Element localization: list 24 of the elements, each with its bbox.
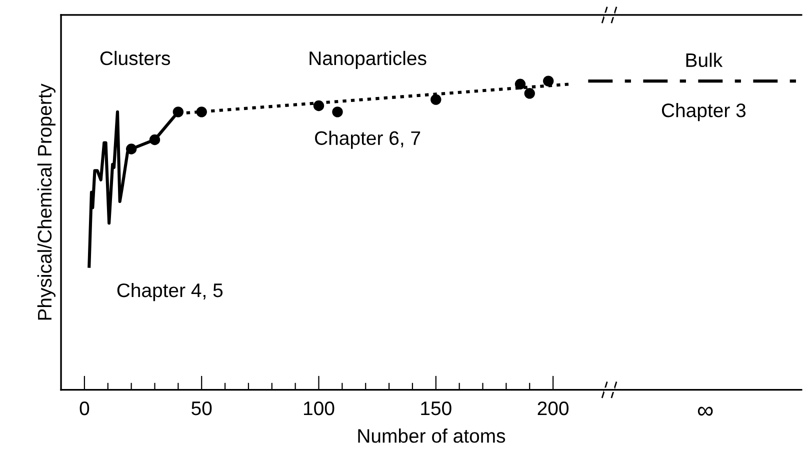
- point: [149, 134, 160, 146]
- point: [430, 94, 442, 105]
- x-tick-label: 200: [538, 401, 569, 416]
- point: [524, 88, 535, 99]
- point: [196, 106, 207, 118]
- text: Bulk: [686, 52, 723, 68]
- annotation: Chapter 4, 5: [117, 282, 223, 302]
- annotation: Chapter 3: [662, 103, 746, 122]
- x-tick-label: 50: [192, 401, 212, 416]
- x-tick-label: ∞: [698, 406, 713, 416]
- text: Clusters: [100, 50, 170, 66]
- point: [313, 100, 324, 112]
- x-tick-label: 150: [421, 401, 452, 416]
- point: [543, 76, 554, 86]
- text: Nanoparticles: [310, 50, 426, 70]
- y-axis-title: Physical/Chemical Property: [37, 84, 56, 320]
- point: [172, 106, 184, 118]
- x-tick-label: 100: [304, 401, 334, 416]
- point: [126, 144, 137, 154]
- x-axis-title: Number of atoms: [358, 428, 506, 443]
- point: [514, 78, 526, 90]
- x-tick-label: 0: [80, 401, 90, 416]
- annotation: Chapter 6, 7: [315, 130, 420, 149]
- point: [332, 106, 343, 118]
